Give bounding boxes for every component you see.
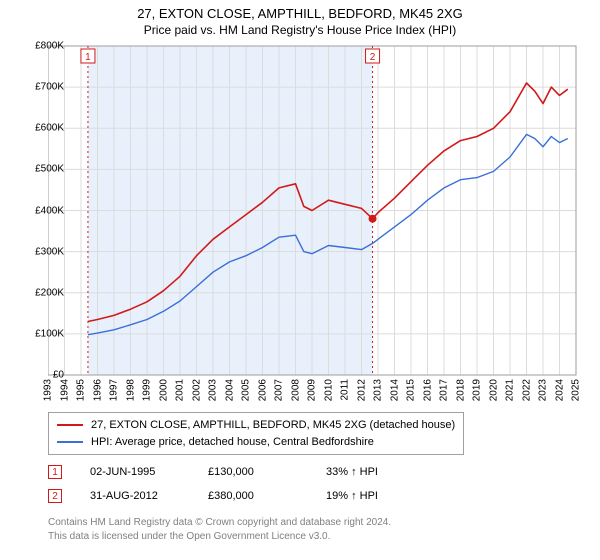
- x-tick-label: 2003: [208, 379, 219, 401]
- x-tick-label: 2010: [323, 379, 334, 401]
- x-tick-label: 1995: [76, 379, 87, 401]
- legend-label: 27, EXTON CLOSE, AMPTHILL, BEDFORD, MK45…: [91, 417, 455, 434]
- x-tick-label: 2011: [340, 379, 351, 401]
- x-tick-label: 2008: [290, 379, 301, 401]
- transaction-delta: 19% ↑ HPI: [326, 490, 416, 502]
- x-tick-label: 2017: [439, 379, 450, 401]
- y-tick-label: £500K: [35, 164, 64, 175]
- chart-container: 27, EXTON CLOSE, AMPTHILL, BEDFORD, MK45…: [0, 0, 600, 560]
- x-tick-label: 2023: [538, 379, 549, 401]
- marker-number: 2: [52, 491, 58, 502]
- x-tick-label: 2000: [158, 379, 169, 401]
- x-tick-label: 1996: [92, 379, 103, 401]
- footnote: Contains HM Land Registry data © Crown c…: [48, 516, 391, 543]
- svg-text:1: 1: [85, 52, 91, 63]
- legend-item: HPI: Average price, detached house, Cent…: [57, 434, 455, 451]
- y-tick-label: £300K: [35, 246, 64, 257]
- svg-text:2: 2: [370, 52, 376, 63]
- table-row: 2 31-AUG-2012 £380,000 19% ↑ HPI: [48, 484, 416, 508]
- chart-title: 27, EXTON CLOSE, AMPTHILL, BEDFORD, MK45…: [0, 6, 600, 21]
- x-tick-label: 2015: [406, 379, 417, 401]
- transactions-table: 1 02-JUN-1995 £130,000 33% ↑ HPI 2 31-AU…: [48, 460, 416, 508]
- table-row: 1 02-JUN-1995 £130,000 33% ↑ HPI: [48, 460, 416, 484]
- x-tick-label: 1993: [43, 379, 54, 401]
- x-tick-label: 2020: [488, 379, 499, 401]
- y-tick-label: £100K: [35, 328, 64, 339]
- x-tick-label: 2019: [472, 379, 483, 401]
- x-tick-label: 2002: [191, 379, 202, 401]
- transaction-date: 31-AUG-2012: [90, 490, 180, 502]
- transaction-marker: 2: [48, 489, 62, 503]
- x-tick-label: 2007: [274, 379, 285, 401]
- x-tick-label: 2022: [521, 379, 532, 401]
- x-tick-label: 2016: [422, 379, 433, 401]
- x-tick-label: 1997: [109, 379, 120, 401]
- x-tick-label: 2004: [224, 379, 235, 401]
- legend-swatch: [57, 441, 83, 443]
- transaction-price: £380,000: [208, 490, 298, 502]
- marker-number: 1: [52, 467, 58, 478]
- x-tick-label: 2001: [175, 379, 186, 401]
- transaction-marker: 1: [48, 465, 62, 479]
- y-tick-label: £800K: [35, 41, 64, 52]
- x-tick-label: 2009: [307, 379, 318, 401]
- legend-swatch: [57, 424, 83, 426]
- y-tick-label: £600K: [35, 123, 64, 134]
- footnote-line: Contains HM Land Registry data © Crown c…: [48, 516, 391, 530]
- x-tick-label: 2006: [257, 379, 268, 401]
- chart-subtitle: Price paid vs. HM Land Registry's House …: [0, 23, 600, 37]
- x-tick-label: 2005: [241, 379, 252, 401]
- x-tick-label: 2021: [505, 379, 516, 401]
- y-tick-label: £400K: [35, 205, 64, 216]
- x-tick-label: 2013: [373, 379, 384, 401]
- y-tick-label: £200K: [35, 287, 64, 298]
- legend-label: HPI: Average price, detached house, Cent…: [91, 434, 374, 451]
- chart-plot: 12: [48, 44, 578, 399]
- footnote-line: This data is licensed under the Open Gov…: [48, 530, 391, 544]
- legend: 27, EXTON CLOSE, AMPTHILL, BEDFORD, MK45…: [48, 412, 464, 455]
- y-tick-label: £700K: [35, 82, 64, 93]
- x-tick-label: 1999: [142, 379, 153, 401]
- x-tick-label: 2018: [455, 379, 466, 401]
- x-tick-label: 1998: [125, 379, 136, 401]
- x-tick-label: 2014: [389, 379, 400, 401]
- transaction-date: 02-JUN-1995: [90, 466, 180, 478]
- x-tick-label: 2012: [356, 379, 367, 401]
- transaction-price: £130,000: [208, 466, 298, 478]
- x-tick-label: 2025: [571, 379, 582, 401]
- x-tick-label: 2024: [554, 379, 565, 401]
- legend-item: 27, EXTON CLOSE, AMPTHILL, BEDFORD, MK45…: [57, 417, 455, 434]
- x-tick-label: 1994: [59, 379, 70, 401]
- transaction-delta: 33% ↑ HPI: [326, 466, 416, 478]
